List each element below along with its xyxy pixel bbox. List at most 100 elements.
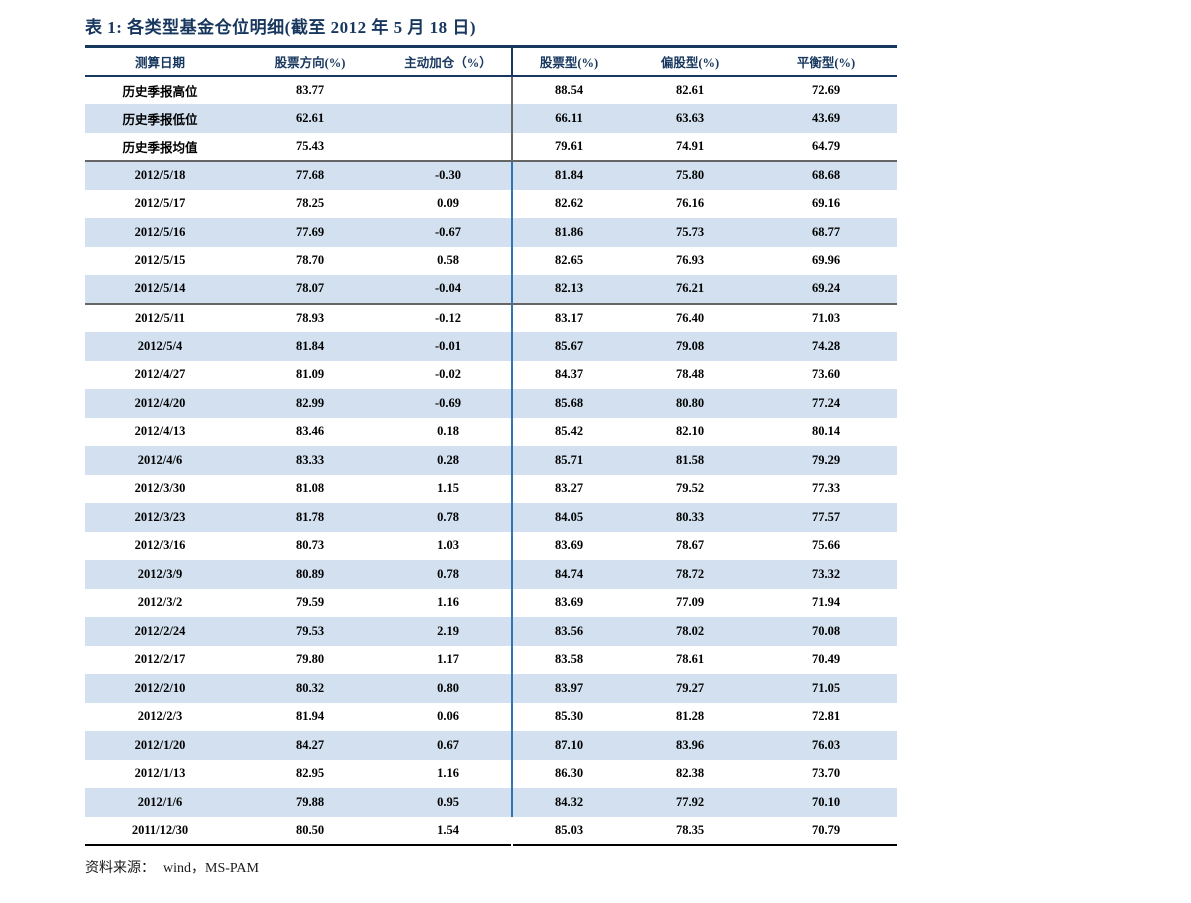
cell-value: 78.67 [675, 538, 705, 553]
row-label: 2012/5/18 [85, 161, 235, 190]
cell-value: 64.79 [755, 132, 897, 162]
cell-value: 85.68 [511, 389, 625, 418]
cell-value: 79.88 [235, 788, 385, 817]
cell-value: 83.69 [511, 588, 625, 617]
cell-value: 70.79 [811, 822, 841, 837]
cell-value: 81.86 [511, 218, 625, 247]
cell-value: 73.70 [811, 766, 841, 781]
row-label: 2012/5/4 [85, 332, 235, 361]
row-label: 2012/2/24 [85, 617, 235, 646]
cell-value: 74.28 [755, 332, 897, 361]
table-row: 2012/3/9 80.89 0.78 84.74 78.72 73.32 [85, 560, 897, 589]
cell-value: 84.37 [511, 360, 625, 389]
column-header: 股票方向(%) [235, 46, 385, 77]
row-label: 2012/1/13 [134, 766, 186, 781]
row-label: 2011/12/30 [131, 822, 189, 837]
cell-value: 85.03 [554, 822, 584, 837]
row-label: 2012/1/6 [85, 788, 235, 817]
cell-value: 0.28 [385, 446, 512, 475]
cell-value: 71.05 [755, 674, 897, 703]
cell-value: 77.69 [235, 218, 385, 247]
cell-value: 84.27 [235, 731, 385, 760]
cell-value: 73.32 [755, 560, 897, 589]
row-label: 2012/1/20 [85, 731, 235, 760]
fund-positions-table: 测算日期 股票方向(%) 主动加仓（%） 股票型(%) 偏股型(%) 平衡型(%) 历史季… [85, 45, 897, 846]
row-label: 历史季报低位 [85, 104, 235, 133]
cell-value: 83.33 [235, 446, 385, 475]
cell-value: 63.63 [625, 104, 755, 133]
row-label: 2012/3/23 [85, 503, 235, 532]
row-label: 2012/4/20 [85, 389, 235, 418]
cell-value: 79.53 [235, 617, 385, 646]
table-row: 2012/5/17 78.25 0.09 82.62 76.16 69.16 [85, 189, 897, 218]
table-row: 2012/2/3 81.94 0.06 85.30 81.28 72.81 [85, 702, 897, 731]
cell-value: 83.58 [511, 645, 625, 674]
source-note: 资料来源： wind，MS-PAM [85, 857, 897, 877]
row-label: 2012/5/14 [85, 275, 235, 305]
cell-value: 83.46 [295, 424, 325, 439]
cell-value: 78.70 [295, 253, 325, 268]
cell-value: 84.05 [511, 503, 625, 532]
cell-value: 82.95 [295, 766, 325, 781]
table-row: 2012/4/20 82.99 -0.69 85.68 80.80 77.24 [85, 389, 897, 418]
cell-value: 76.93 [675, 253, 705, 268]
cell-value: 75.80 [625, 161, 755, 190]
cell-value: 78.02 [625, 617, 755, 646]
cell-value: 80.73 [295, 538, 325, 553]
row-label: 2012/5/15 [134, 253, 186, 268]
cell-value [385, 76, 512, 105]
row-label: 2012/2/3 [137, 709, 183, 724]
cell-value: 82.99 [235, 389, 385, 418]
cell-value: 84.74 [511, 560, 625, 589]
table-row: 2012/2/17 79.80 1.17 83.58 78.61 70.49 [85, 645, 897, 674]
table-row: 2012/3/23 81.78 0.78 84.05 80.33 77.57 [85, 503, 897, 532]
row-label: 历史季报高位 [122, 84, 198, 99]
cell-value: 68.77 [755, 218, 897, 247]
cell-value: 80.50 [295, 822, 325, 837]
cell-value: 0.95 [385, 788, 512, 817]
table-row: 2012/5/16 77.69 -0.67 81.86 75.73 68.77 [85, 218, 897, 247]
cell-value: 76.21 [625, 275, 755, 305]
cell-value: 83.56 [511, 617, 625, 646]
cell-value: 1.54 [437, 822, 459, 837]
cell-value: 76.03 [755, 731, 897, 760]
cell-value: 80.14 [811, 424, 841, 439]
cell-value: 0.78 [385, 560, 512, 589]
cell-value: 71.03 [811, 310, 841, 325]
cell-value: 83.97 [511, 674, 625, 703]
cell-value: 1.16 [437, 595, 459, 610]
cell-value: 70.10 [755, 788, 897, 817]
cell-value: 80.33 [625, 503, 755, 532]
cell-value: 78.07 [235, 275, 385, 305]
cell-value: 82.10 [675, 424, 705, 439]
cell-value: 83.96 [625, 731, 755, 760]
cell-value: 76.40 [675, 310, 705, 325]
cell-value: 1.15 [437, 481, 459, 496]
cell-value: 82.62 [511, 189, 625, 218]
cell-value: 1.03 [437, 538, 459, 553]
cell-value: 78.61 [675, 652, 705, 667]
column-header: 主动加仓（%） [385, 46, 512, 77]
cell-value: 85.42 [511, 417, 625, 446]
cell-value: 82.38 [675, 766, 705, 781]
row-label: 2012/5/11 [134, 310, 185, 325]
cell-value: 79.52 [675, 481, 705, 496]
cell-value: 73.60 [811, 367, 841, 382]
cell-value: 88.54 [511, 75, 625, 104]
cell-value: 78.72 [625, 560, 755, 589]
table-row: 2011/12/30 80.50 1.54 85.03 78.35 70.79 [85, 817, 897, 846]
row-label: 2012/3/9 [85, 560, 235, 589]
row-label: 2012/4/13 [134, 424, 186, 439]
cell-value: -0.02 [434, 367, 462, 382]
source-label: 资料来源： [85, 861, 155, 876]
cell-value: 86.30 [511, 759, 625, 788]
header-row: 测算日期 股票方向(%) 主动加仓（%） 股票型(%) 偏股型(%) 平衡型(%) [85, 46, 897, 77]
cell-value: 78.25 [295, 196, 325, 211]
row-label: 2012/4/6 [85, 446, 235, 475]
cell-value: 62.61 [235, 104, 385, 133]
row-label: 2012/3/30 [134, 481, 186, 496]
cell-value: 0.58 [437, 253, 459, 268]
table-row: 2012/4/6 83.33 0.28 85.71 81.58 79.29 [85, 446, 897, 475]
cell-value: 0.80 [385, 674, 512, 703]
